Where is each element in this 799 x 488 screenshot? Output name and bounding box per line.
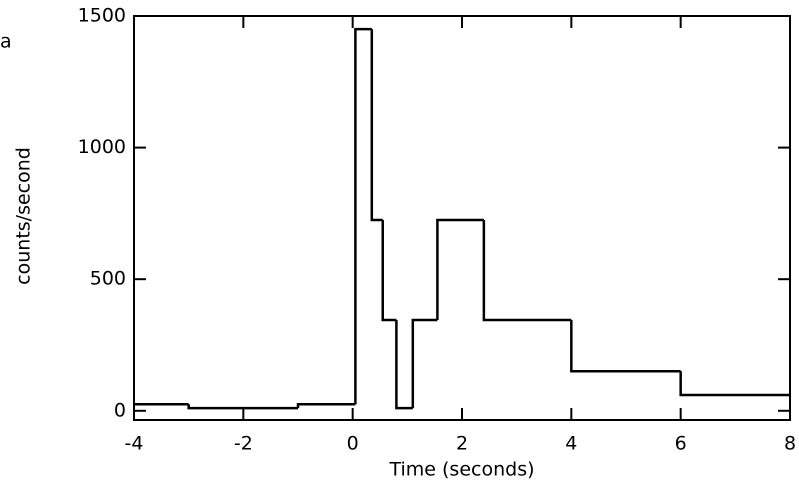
histogram-step <box>187 404 298 410</box>
y-axis-label: counts/second <box>13 147 35 285</box>
histogram-step <box>411 318 438 409</box>
histogram-step <box>381 219 397 322</box>
x-axis-label: Time (seconds) <box>388 459 534 481</box>
y-tick-label: 0 <box>114 399 126 421</box>
histogram-step <box>296 402 356 409</box>
histogram-step <box>354 27 372 405</box>
y-tick-label: 1500 <box>78 5 126 27</box>
annotation: a <box>0 31 12 53</box>
plot-frame <box>133 15 791 421</box>
histogram-step <box>570 319 681 373</box>
histogram-step <box>395 319 413 410</box>
y-tick-label: 1000 <box>78 136 126 158</box>
x-tick-label: 0 <box>347 433 359 455</box>
x-tick-label: 8 <box>784 433 796 455</box>
x-tick-label: 2 <box>456 433 468 455</box>
y-tick-label: 500 <box>90 268 126 290</box>
histogram-step <box>482 219 572 322</box>
histogram-step <box>679 371 790 397</box>
histogram-step <box>436 218 484 320</box>
x-tick-label: -2 <box>234 433 253 455</box>
x-tick-label: -4 <box>125 433 144 455</box>
histogram-step <box>370 29 383 222</box>
x-tick-label: 6 <box>675 433 687 455</box>
x-tick-label: 4 <box>565 433 577 455</box>
